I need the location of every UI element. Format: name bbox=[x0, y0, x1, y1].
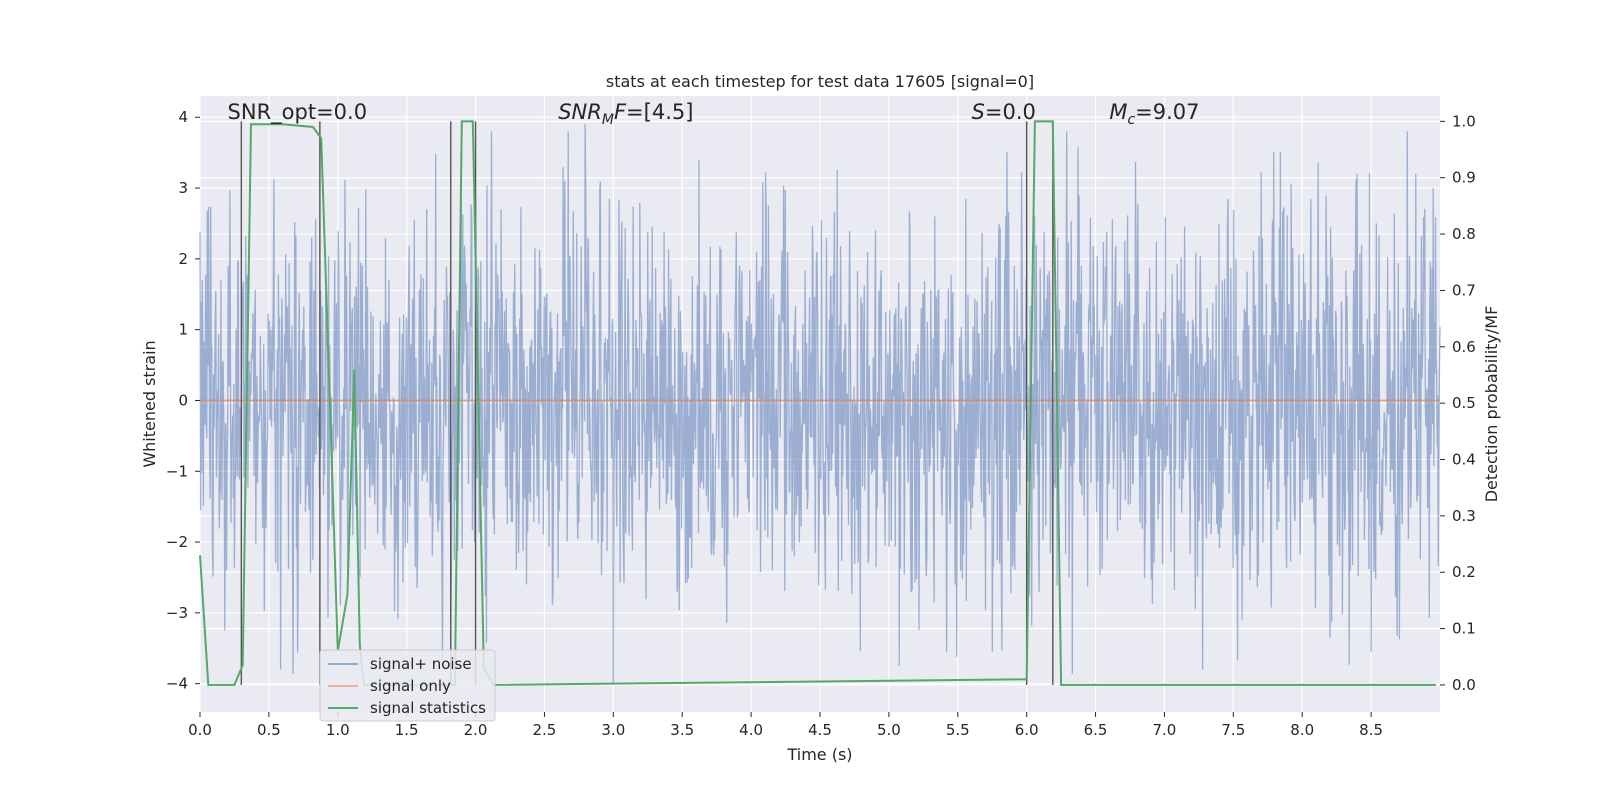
y-tick-label: −1 bbox=[166, 462, 188, 480]
y-tick-label: 1 bbox=[178, 321, 188, 339]
y-tick-label: 3 bbox=[178, 179, 188, 197]
y2-tick-label: 0.9 bbox=[1452, 169, 1476, 187]
y-tick-label: 2 bbox=[178, 250, 188, 268]
y2-tick-label: 0.6 bbox=[1452, 338, 1476, 356]
x-tick-label: 0.5 bbox=[257, 721, 281, 739]
y-tick-label: −4 bbox=[166, 675, 188, 693]
x-tick-label: 6.5 bbox=[1084, 721, 1108, 739]
y-axis-left: −4 −3 −2 −1 0 1 2 3 4 bbox=[166, 108, 200, 693]
x-tick-label: 2.5 bbox=[533, 721, 557, 739]
x-tick-label: 3.5 bbox=[670, 721, 694, 739]
series-signal-statistics bbox=[199, 120, 1436, 686]
y2-tick-label: 0.5 bbox=[1452, 394, 1476, 412]
x-axis-label: Time (s) bbox=[786, 745, 852, 764]
y-tick-label: −3 bbox=[166, 604, 188, 622]
legend-label-signal: signal only bbox=[370, 677, 451, 695]
y-tick-label: −2 bbox=[166, 533, 188, 551]
x-tick-label: 6.0 bbox=[1015, 721, 1039, 739]
x-tick-label: 0.0 bbox=[188, 721, 212, 739]
y-axis-right: 0.0 0.1 0.2 0.3 0.4 0.5 0.6 0.7 0.8 0.9 1.0 bbox=[1440, 112, 1476, 694]
overlay-series bbox=[199, 120, 1440, 686]
legend-label-statistics: signal statistics bbox=[370, 699, 486, 717]
y2-tick-label: 0.2 bbox=[1452, 563, 1476, 581]
x-tick-label: 3.0 bbox=[601, 721, 625, 739]
y2-tick-label: 0.4 bbox=[1452, 451, 1476, 469]
x-tick-label: 7.5 bbox=[1221, 721, 1245, 739]
x-tick-label: 1.0 bbox=[326, 721, 350, 739]
annotation-mc: Mc=9.07 bbox=[1109, 100, 1199, 128]
y2-tick-label: 0.0 bbox=[1452, 676, 1476, 694]
y2-axis-label: Detection probability/MF bbox=[1482, 306, 1501, 503]
x-tick-label: 8.0 bbox=[1290, 721, 1314, 739]
annotation-s: S=0.0 bbox=[972, 100, 1036, 124]
x-tick-label: 1.5 bbox=[395, 721, 419, 739]
annotation-snr-opt: SNR_opt=0.0 bbox=[228, 100, 368, 125]
series-signal-plus-noise bbox=[199, 123, 1441, 684]
legend-box bbox=[319, 649, 496, 722]
x-tick-label: 4.5 bbox=[808, 721, 832, 739]
y-axis-label: Whitened strain bbox=[140, 340, 159, 467]
annotations: SNR_opt=0.0 SNRMF=[4.5] S=0.0 Mc=9.07 bbox=[228, 100, 1200, 128]
y-tick-label: 0 bbox=[178, 391, 188, 409]
x-tick-label: 4.0 bbox=[739, 721, 763, 739]
y2-tick-label: 0.8 bbox=[1452, 225, 1476, 243]
x-tick-label: 8.5 bbox=[1359, 721, 1383, 739]
y2-tick-label: 1.0 bbox=[1452, 112, 1476, 130]
legend: signal+ noise signal only signal statist… bbox=[319, 649, 496, 722]
y2-tick-label: 0.3 bbox=[1452, 507, 1476, 525]
x-tick-label: 2.0 bbox=[464, 721, 488, 739]
y2-tick-label: 0.1 bbox=[1452, 620, 1476, 638]
noise-series bbox=[199, 123, 1441, 684]
y-tick-label: 4 bbox=[178, 108, 188, 126]
y2-tick-label: 0.7 bbox=[1452, 281, 1476, 299]
annotation-snr-mf: SNRMF=[4.5] bbox=[558, 100, 693, 128]
x-tick-label: 5.5 bbox=[946, 721, 970, 739]
legend-label-noise: signal+ noise bbox=[370, 655, 472, 673]
chart-title: stats at each timestep for test data 176… bbox=[606, 72, 1034, 91]
x-axis: 0.0 0.5 1.0 1.5 2.0 2.5 3.0 3.5 4.0 4.5 5.0 5.5 6.0 6… bbox=[188, 712, 1383, 739]
x-tick-label: 7.0 bbox=[1153, 721, 1177, 739]
x-tick-label: 5.0 bbox=[877, 721, 901, 739]
